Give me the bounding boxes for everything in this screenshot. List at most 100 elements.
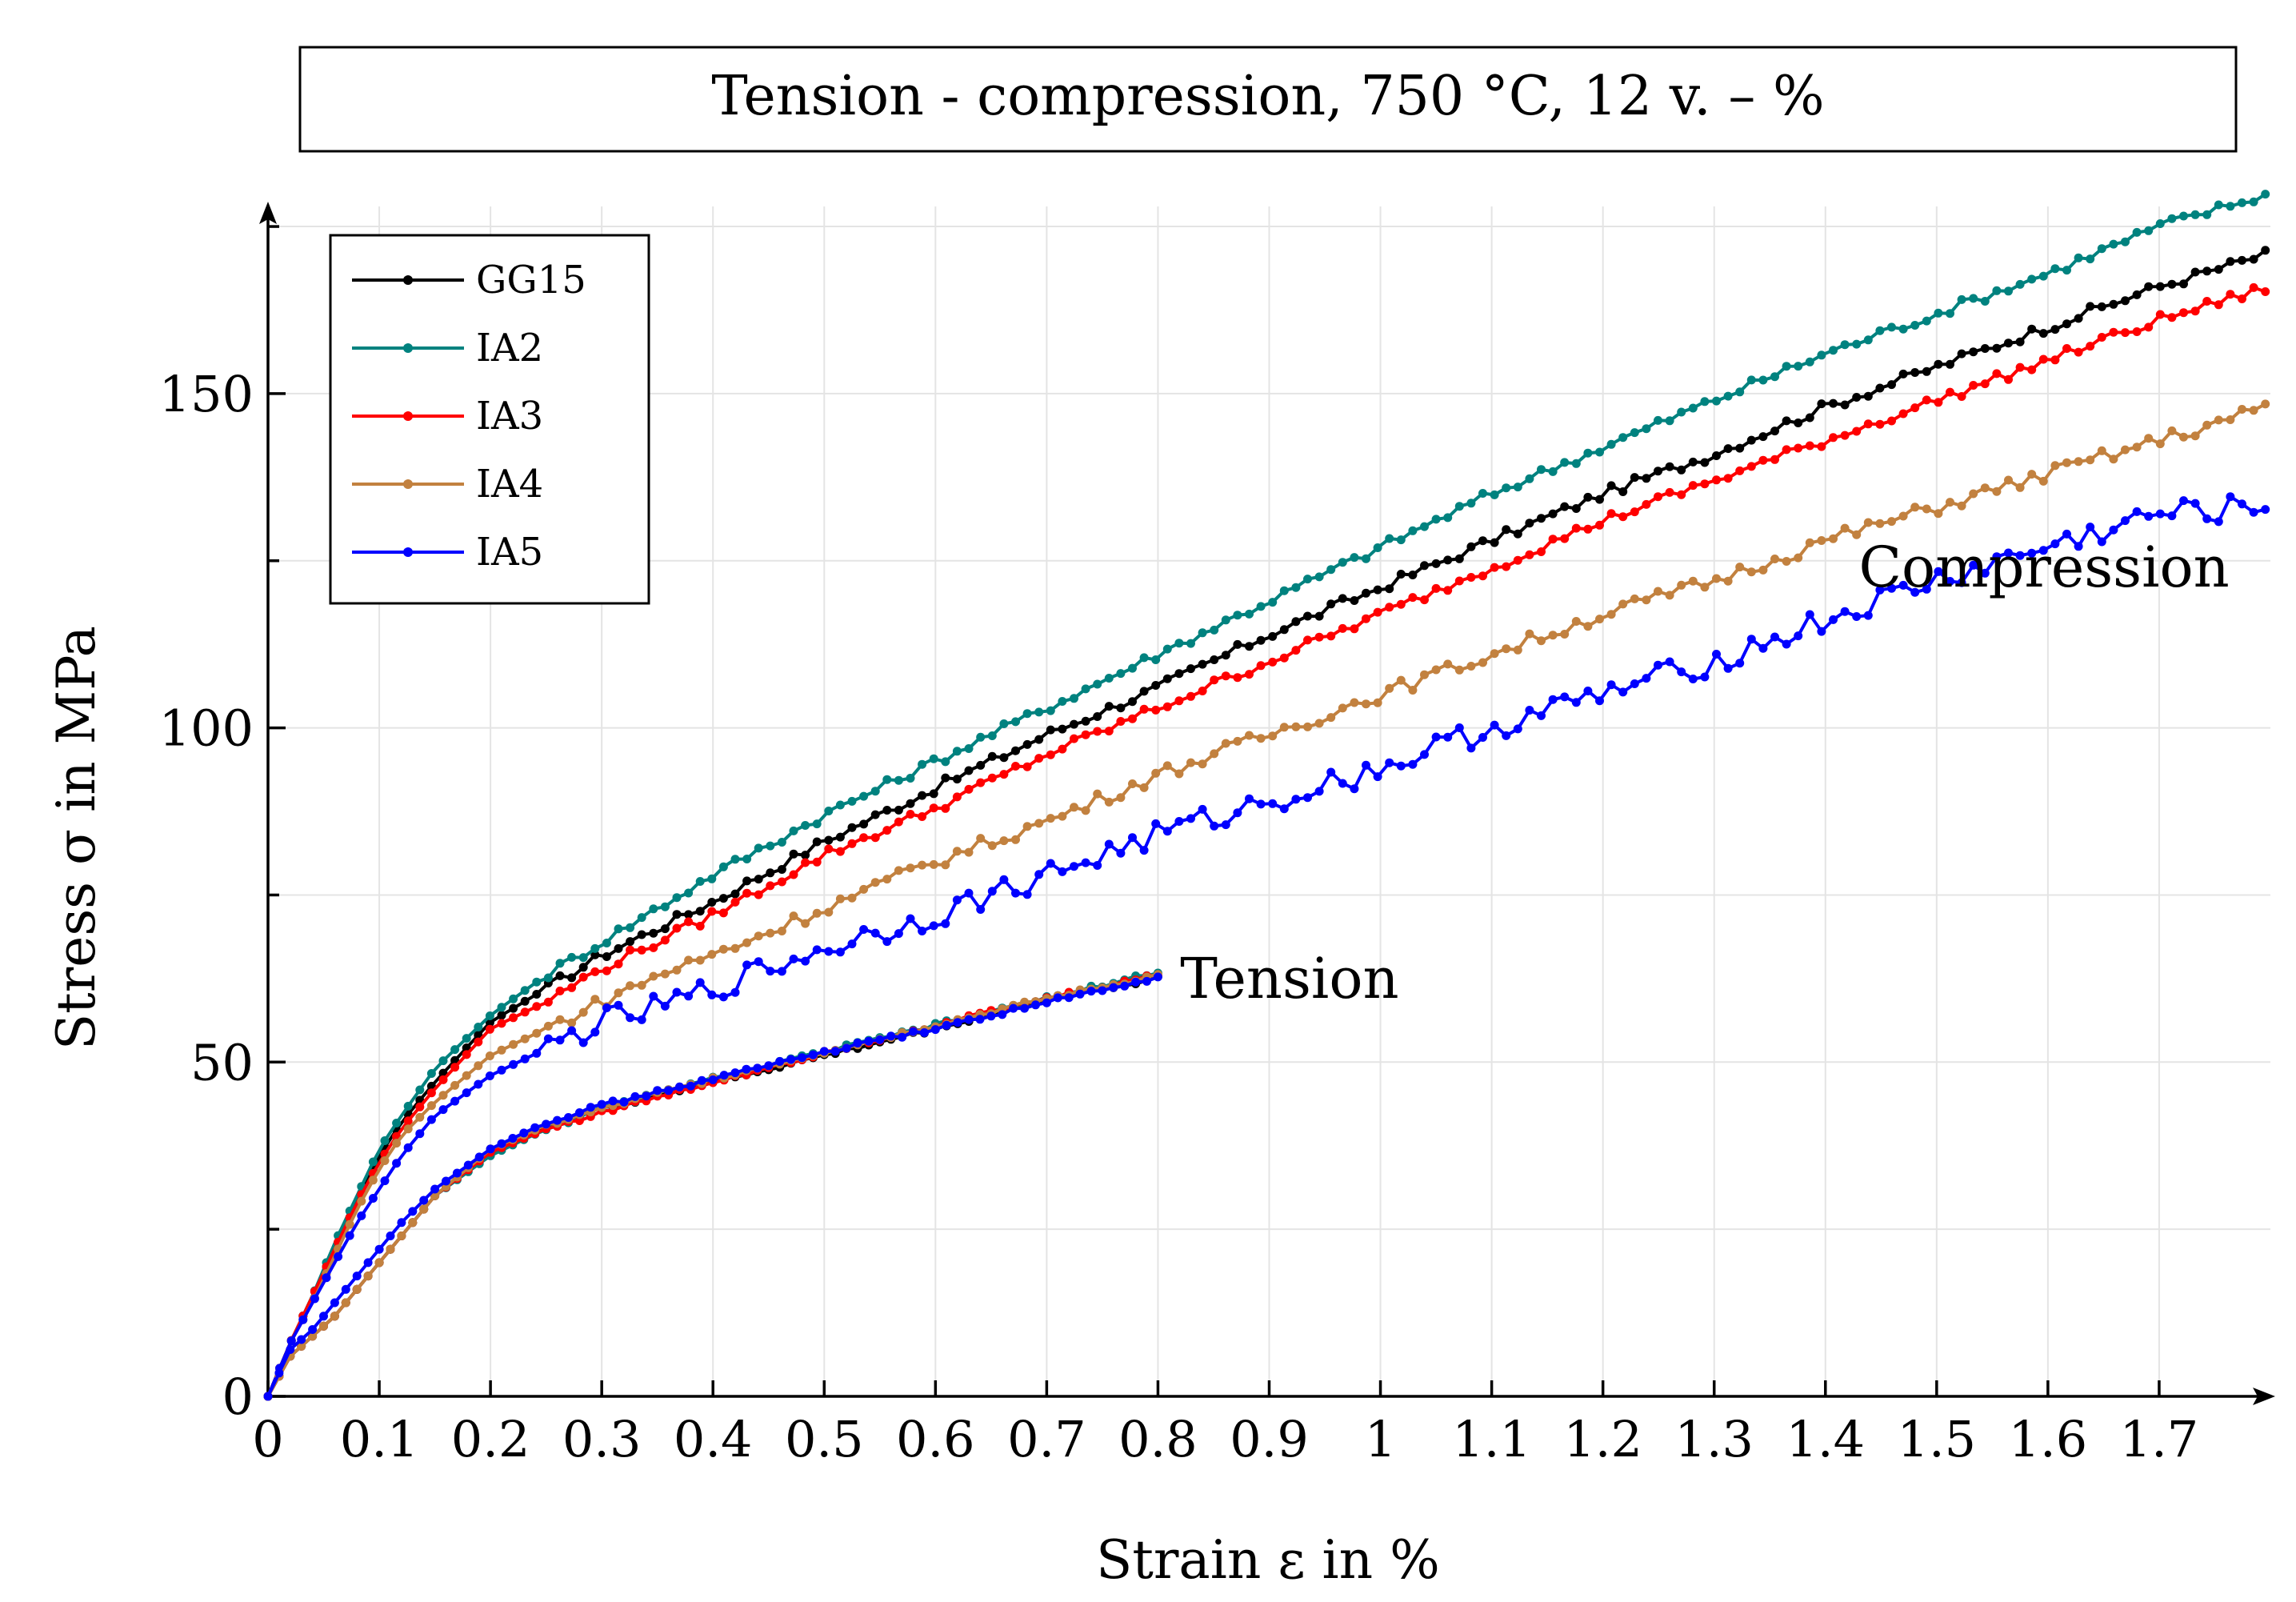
data-point xyxy=(403,1143,413,1152)
data-point xyxy=(386,1244,395,1254)
data-point xyxy=(1887,380,1896,390)
data-point xyxy=(567,983,577,992)
data-point xyxy=(742,960,752,970)
data-point xyxy=(1654,587,1662,596)
data-point xyxy=(509,1003,518,1013)
data-point xyxy=(1537,711,1546,720)
data-point xyxy=(2004,548,2013,558)
data-point xyxy=(2074,253,2083,262)
data-point xyxy=(1326,767,1336,777)
data-point xyxy=(1817,536,1826,545)
data-point xyxy=(1863,419,1873,429)
data-point xyxy=(1852,393,1862,402)
data-point xyxy=(2261,505,2270,515)
data-point xyxy=(310,1294,319,1304)
data-point xyxy=(847,939,857,949)
data-point xyxy=(1104,674,1114,683)
series-ia4-compression xyxy=(263,399,2270,1401)
data-point xyxy=(2179,279,2188,289)
data-point xyxy=(1840,607,1850,616)
data-point xyxy=(675,1082,684,1091)
data-point xyxy=(998,1010,1007,1019)
data-point xyxy=(1362,554,1370,563)
data-point xyxy=(1490,649,1499,659)
data-point xyxy=(808,1050,818,1059)
data-point xyxy=(1525,706,1534,715)
data-point xyxy=(1969,294,1978,303)
data-point xyxy=(835,847,845,856)
data-point xyxy=(1420,670,1429,679)
data-point xyxy=(952,895,962,905)
data-point xyxy=(626,945,635,955)
data-point xyxy=(684,888,694,898)
data-point xyxy=(463,1160,473,1170)
data-point xyxy=(1081,858,1090,867)
data-point xyxy=(1887,322,1896,332)
data-point xyxy=(999,770,1009,779)
data-point xyxy=(1362,614,1370,623)
data-point xyxy=(2015,483,2025,492)
data-point xyxy=(1606,680,1616,690)
data-point xyxy=(322,1273,331,1283)
data-point xyxy=(1131,977,1141,987)
data-point xyxy=(1104,797,1114,807)
data-point xyxy=(1910,321,1920,330)
data-point xyxy=(777,838,786,847)
y-tick-label: 50 xyxy=(190,1033,254,1091)
data-point xyxy=(672,910,682,919)
data-point xyxy=(341,1298,350,1308)
data-point xyxy=(2261,190,2270,199)
data-point xyxy=(520,1034,530,1043)
data-point xyxy=(408,1218,418,1228)
data-point xyxy=(345,1231,354,1240)
data-point xyxy=(1805,538,1814,547)
annotation-tension: Tension xyxy=(1180,946,1398,1011)
data-point xyxy=(1875,419,1885,429)
data-point xyxy=(1420,522,1429,531)
data-point xyxy=(1162,827,1172,836)
data-point xyxy=(1128,697,1137,707)
data-point xyxy=(1712,475,1721,485)
data-point xyxy=(602,966,611,975)
data-point xyxy=(602,952,611,961)
data-point xyxy=(1109,983,1118,992)
data-point xyxy=(1700,397,1710,407)
chart-title: Tension - compression, 750 °C, 12 v. – % xyxy=(711,65,1824,128)
data-point xyxy=(777,927,786,935)
data-point xyxy=(2027,324,2037,334)
data-point xyxy=(1431,732,1441,742)
data-point xyxy=(1233,611,1242,620)
data-point xyxy=(555,1015,565,1024)
data-point xyxy=(637,980,646,990)
data-point xyxy=(859,884,869,894)
data-point xyxy=(1046,706,1055,715)
data-point xyxy=(1723,391,1733,401)
data-point xyxy=(1210,675,1219,685)
data-point xyxy=(380,1136,390,1145)
data-point xyxy=(1571,523,1581,533)
legend-label: GG15 xyxy=(476,258,586,302)
data-point xyxy=(1210,655,1219,664)
data-point xyxy=(1058,811,1067,821)
data-point xyxy=(1595,615,1604,624)
data-point xyxy=(672,987,682,997)
data-point xyxy=(590,943,600,953)
data-point xyxy=(2109,299,2118,309)
data-point xyxy=(1782,416,1791,426)
data-point xyxy=(2132,443,2142,452)
data-point xyxy=(664,1086,674,1095)
data-point xyxy=(1022,890,1032,899)
data-point xyxy=(1735,466,1745,475)
data-point xyxy=(1863,391,1873,401)
data-point xyxy=(1120,981,1130,991)
data-point xyxy=(1245,731,1254,740)
data-point xyxy=(1303,575,1312,584)
data-point xyxy=(660,902,670,911)
data-point xyxy=(777,877,786,887)
data-point xyxy=(918,759,927,769)
data-point xyxy=(532,990,542,999)
data-point xyxy=(1443,586,1453,595)
data-point xyxy=(1338,594,1347,603)
data-point xyxy=(719,1071,729,1080)
legend-marker xyxy=(403,343,413,353)
